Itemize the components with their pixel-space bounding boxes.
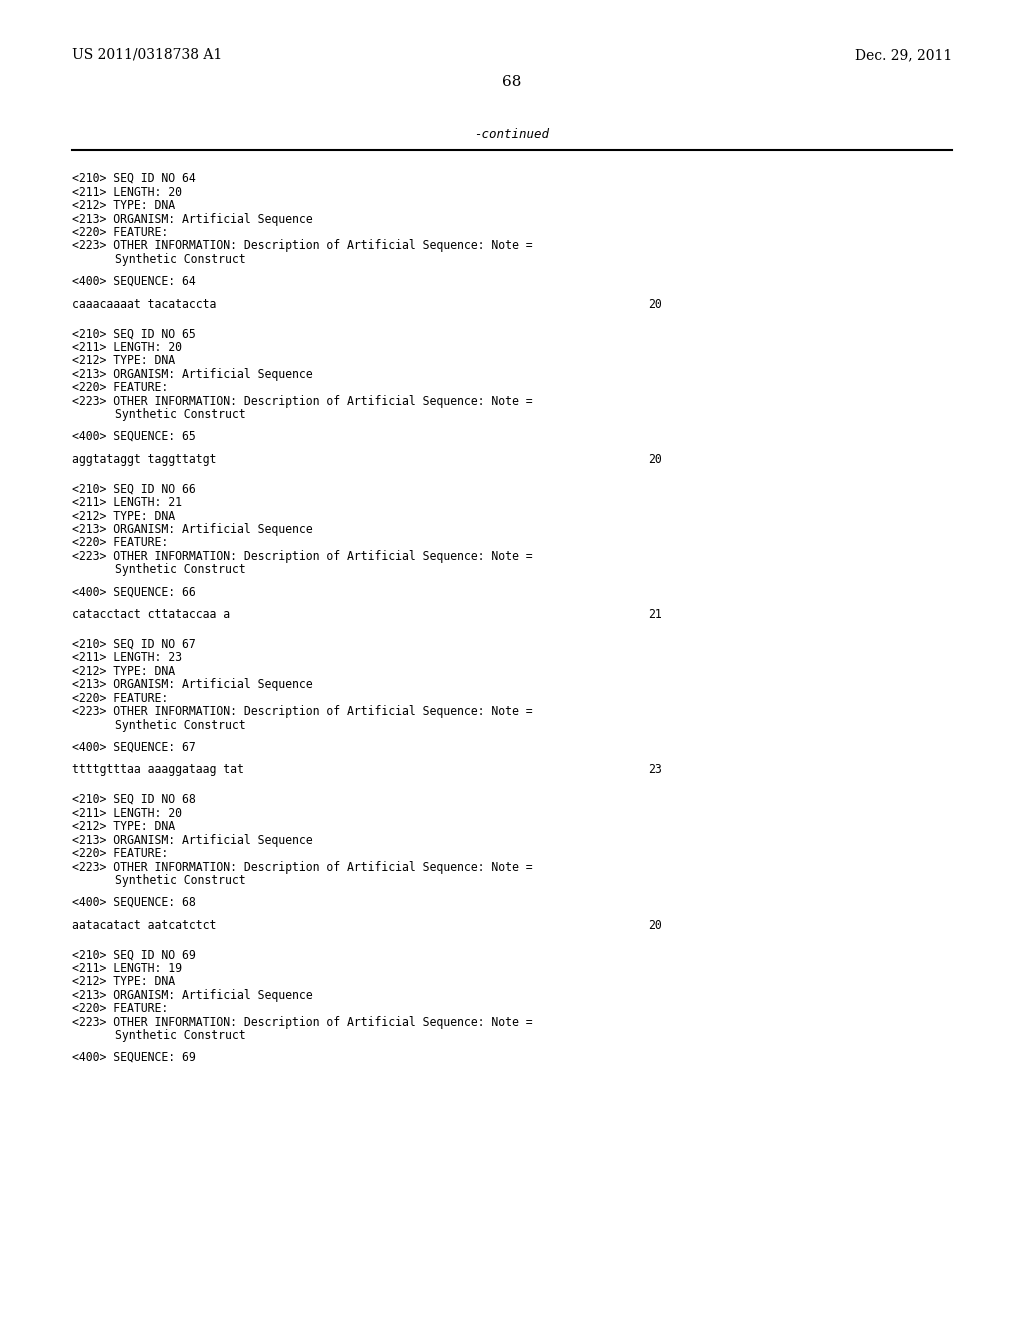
- Text: Synthetic Construct: Synthetic Construct: [115, 1030, 246, 1043]
- Text: <211> LENGTH: 21: <211> LENGTH: 21: [72, 496, 182, 510]
- Text: <223> OTHER INFORMATION: Description of Artificial Sequence: Note =: <223> OTHER INFORMATION: Description of …: [72, 239, 532, 252]
- Text: <213> ORGANISM: Artificial Sequence: <213> ORGANISM: Artificial Sequence: [72, 989, 312, 1002]
- Text: <400> SEQUENCE: 65: <400> SEQUENCE: 65: [72, 430, 196, 442]
- Text: <212> TYPE: DNA: <212> TYPE: DNA: [72, 354, 175, 367]
- Text: <400> SEQUENCE: 68: <400> SEQUENCE: 68: [72, 895, 196, 908]
- Text: <210> SEQ ID NO 69: <210> SEQ ID NO 69: [72, 948, 196, 961]
- Text: 21: 21: [648, 609, 662, 620]
- Text: <211> LENGTH: 20: <211> LENGTH: 20: [72, 807, 182, 820]
- Text: <211> LENGTH: 20: <211> LENGTH: 20: [72, 186, 182, 198]
- Text: <212> TYPE: DNA: <212> TYPE: DNA: [72, 510, 175, 523]
- Text: <211> LENGTH: 23: <211> LENGTH: 23: [72, 651, 182, 664]
- Text: <220> FEATURE:: <220> FEATURE:: [72, 536, 168, 549]
- Text: Synthetic Construct: Synthetic Construct: [115, 408, 246, 421]
- Text: <220> FEATURE:: <220> FEATURE:: [72, 381, 168, 395]
- Text: catacctact cttataccaa a: catacctact cttataccaa a: [72, 609, 230, 620]
- Text: <223> OTHER INFORMATION: Description of Artificial Sequence: Note =: <223> OTHER INFORMATION: Description of …: [72, 395, 532, 408]
- Text: Synthetic Construct: Synthetic Construct: [115, 564, 246, 577]
- Text: <400> SEQUENCE: 64: <400> SEQUENCE: 64: [72, 275, 196, 288]
- Text: <223> OTHER INFORMATION: Description of Artificial Sequence: Note =: <223> OTHER INFORMATION: Description of …: [72, 1016, 532, 1028]
- Text: 20: 20: [648, 297, 662, 310]
- Text: Synthetic Construct: Synthetic Construct: [115, 253, 246, 267]
- Text: <400> SEQUENCE: 66: <400> SEQUENCE: 66: [72, 585, 196, 598]
- Text: <213> ORGANISM: Artificial Sequence: <213> ORGANISM: Artificial Sequence: [72, 213, 312, 226]
- Text: <400> SEQUENCE: 69: <400> SEQUENCE: 69: [72, 1051, 196, 1064]
- Text: <210> SEQ ID NO 68: <210> SEQ ID NO 68: [72, 793, 196, 807]
- Text: <210> SEQ ID NO 64: <210> SEQ ID NO 64: [72, 172, 196, 185]
- Text: aggtataggt taggttatgt: aggtataggt taggttatgt: [72, 453, 216, 466]
- Text: <212> TYPE: DNA: <212> TYPE: DNA: [72, 820, 175, 833]
- Text: 20: 20: [648, 453, 662, 466]
- Text: <210> SEQ ID NO 67: <210> SEQ ID NO 67: [72, 638, 196, 651]
- Text: <212> TYPE: DNA: <212> TYPE: DNA: [72, 665, 175, 677]
- Text: <210> SEQ ID NO 66: <210> SEQ ID NO 66: [72, 483, 196, 495]
- Text: Dec. 29, 2011: Dec. 29, 2011: [855, 48, 952, 62]
- Text: US 2011/0318738 A1: US 2011/0318738 A1: [72, 48, 222, 62]
- Text: Synthetic Construct: Synthetic Construct: [115, 874, 246, 887]
- Text: <223> OTHER INFORMATION: Description of Artificial Sequence: Note =: <223> OTHER INFORMATION: Description of …: [72, 550, 532, 564]
- Text: <211> LENGTH: 19: <211> LENGTH: 19: [72, 962, 182, 974]
- Text: <213> ORGANISM: Artificial Sequence: <213> ORGANISM: Artificial Sequence: [72, 833, 312, 846]
- Text: <213> ORGANISM: Artificial Sequence: <213> ORGANISM: Artificial Sequence: [72, 368, 312, 380]
- Text: <210> SEQ ID NO 65: <210> SEQ ID NO 65: [72, 327, 196, 341]
- Text: <400> SEQUENCE: 67: <400> SEQUENCE: 67: [72, 741, 196, 754]
- Text: <220> FEATURE:: <220> FEATURE:: [72, 1002, 168, 1015]
- Text: ttttgtttaa aaaggataag tat: ttttgtttaa aaaggataag tat: [72, 763, 244, 776]
- Text: <212> TYPE: DNA: <212> TYPE: DNA: [72, 975, 175, 989]
- Text: 20: 20: [648, 919, 662, 932]
- Text: <213> ORGANISM: Artificial Sequence: <213> ORGANISM: Artificial Sequence: [72, 523, 312, 536]
- Text: <220> FEATURE:: <220> FEATURE:: [72, 692, 168, 705]
- Text: <212> TYPE: DNA: <212> TYPE: DNA: [72, 199, 175, 213]
- Text: 68: 68: [503, 75, 521, 88]
- Text: <213> ORGANISM: Artificial Sequence: <213> ORGANISM: Artificial Sequence: [72, 678, 312, 692]
- Text: <223> OTHER INFORMATION: Description of Artificial Sequence: Note =: <223> OTHER INFORMATION: Description of …: [72, 705, 532, 718]
- Text: aatacatact aatcatctct: aatacatact aatcatctct: [72, 919, 216, 932]
- Text: <220> FEATURE:: <220> FEATURE:: [72, 226, 168, 239]
- Text: <220> FEATURE:: <220> FEATURE:: [72, 847, 168, 861]
- Text: 23: 23: [648, 763, 662, 776]
- Text: Synthetic Construct: Synthetic Construct: [115, 719, 246, 731]
- Text: <223> OTHER INFORMATION: Description of Artificial Sequence: Note =: <223> OTHER INFORMATION: Description of …: [72, 861, 532, 874]
- Text: -continued: -continued: [474, 128, 550, 141]
- Text: caaacaaaat tacataccta: caaacaaaat tacataccta: [72, 297, 216, 310]
- Text: <211> LENGTH: 20: <211> LENGTH: 20: [72, 341, 182, 354]
